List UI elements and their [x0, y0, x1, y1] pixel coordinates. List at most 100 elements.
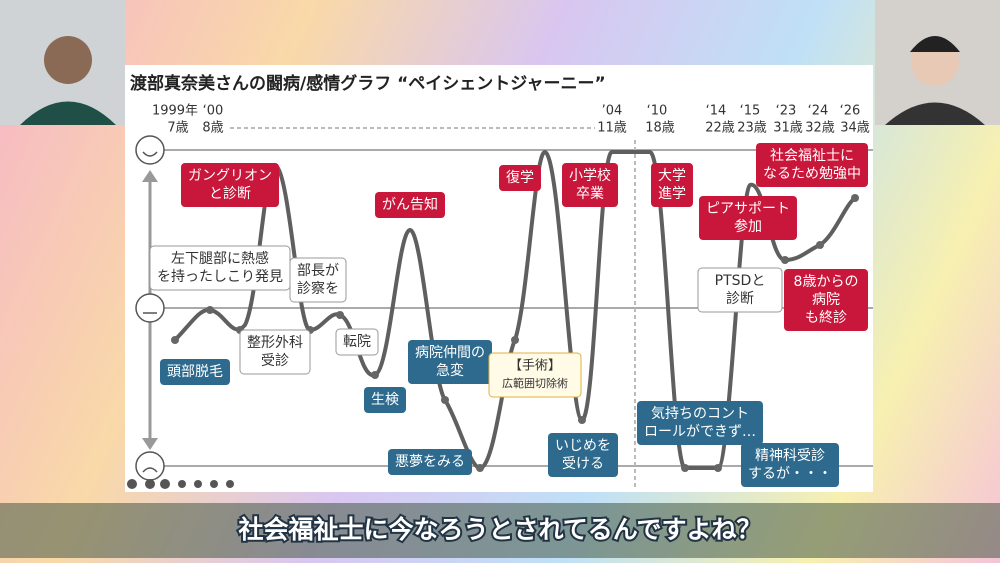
callout-text: 診察を	[297, 280, 339, 297]
callout-text: ロールができず…	[644, 424, 756, 440]
year-label: 1999年	[152, 104, 198, 119]
face-mouths	[142, 151, 158, 473]
age-label: 18歳	[645, 121, 675, 136]
callout-text: PTSDと	[715, 273, 766, 289]
event-callout: 悪夢をみる	[388, 449, 472, 475]
callout-text: 急変	[436, 362, 464, 379]
callout-box	[562, 163, 618, 207]
participant-head	[44, 36, 92, 84]
caption-band	[0, 503, 1000, 558]
callout-text: 気持ちのコント	[651, 406, 749, 422]
callout-text: 【手術】	[509, 359, 561, 374]
age-label: 8歳	[202, 121, 223, 136]
callout-text: 8歳からの	[794, 274, 859, 290]
callout-text: 病院仲間の	[415, 345, 485, 361]
callout-box	[784, 269, 868, 331]
callout-box	[408, 340, 492, 384]
callout-box	[160, 359, 230, 385]
participant-body	[20, 101, 116, 125]
age-label: 22歳	[705, 121, 735, 136]
callout-box	[756, 143, 868, 187]
year-label: ‘24	[808, 104, 829, 119]
year-label: ‘23	[776, 104, 797, 119]
callout-box	[375, 192, 445, 218]
event-callout: 【手術】広範囲切除術	[488, 352, 582, 398]
event-callout: 頭部脱毛	[160, 359, 230, 385]
callout-box	[499, 165, 541, 191]
event-callout: がん告知	[375, 192, 445, 218]
callout-box	[651, 163, 693, 207]
callout-text: 大学	[658, 168, 686, 184]
participant-cap	[910, 36, 960, 52]
callout-text: がん告知	[382, 196, 438, 213]
faces	[135, 135, 165, 481]
callout-text: を持ったしこり発見	[157, 269, 283, 285]
caption: 社会福祉士に今なろうとされてるんですよね？	[238, 515, 761, 544]
callout-box	[697, 267, 783, 313]
callout-box	[181, 163, 279, 207]
callout-text: 病院	[812, 292, 840, 308]
event-callout: 生検	[364, 387, 406, 413]
callout-text: 卒業	[576, 186, 604, 202]
year-label: ’04	[602, 104, 623, 119]
callout-text: 復学	[506, 169, 534, 186]
event-callout: 復学	[499, 165, 541, 191]
callout-text: 社会福祉士に	[770, 148, 854, 164]
age-label: 34歳	[840, 121, 870, 136]
callout-text: ピアサポート	[706, 201, 790, 217]
event-callout: 転院	[335, 328, 379, 356]
participant-body	[885, 102, 985, 125]
callout-text: 生検	[371, 392, 399, 408]
callout-text: いじめを	[555, 438, 611, 454]
callout-text: 頭部脱毛	[167, 364, 223, 380]
callout-box	[364, 387, 406, 413]
year-label: ‘14	[706, 104, 727, 119]
callout-text: 左下腿部に熱感	[171, 250, 269, 267]
callout-box	[388, 449, 472, 475]
callout-text: 進学	[658, 186, 686, 202]
callout-box	[637, 401, 763, 445]
age-label: 23歳	[737, 121, 767, 136]
callout-box	[335, 328, 379, 356]
event-callout: 気持ちのコントロールができず…	[637, 401, 763, 445]
slide-title: 渡部真奈美さんの闘病/感情グラフ “ペイシェントジャーニー”	[130, 73, 606, 94]
callout-text: と診断	[209, 186, 251, 202]
callout-text: 受診	[261, 353, 289, 369]
callout-text: も終診	[805, 310, 847, 326]
age-label: 7歳	[167, 121, 188, 136]
callout-box	[488, 352, 582, 398]
callout-text: 受ける	[562, 456, 604, 472]
callout-text: 整形外科	[247, 335, 303, 351]
callout-text: するが・・・	[748, 466, 832, 482]
callout-text: なるため勉強中	[763, 166, 861, 182]
toolbar	[127, 479, 234, 489]
callout-text: 精神科受診	[755, 448, 825, 464]
year-label: ‘15	[740, 104, 761, 119]
callout-text: 診断	[726, 291, 754, 307]
callout-box	[239, 329, 311, 375]
callout-text: 部長が	[297, 263, 339, 279]
year-label: ‘00	[203, 104, 224, 119]
callout-box	[699, 196, 797, 240]
age-label: 31歳	[773, 121, 803, 136]
age-label: 32歳	[805, 121, 835, 136]
year-label: ‘26	[840, 104, 861, 119]
callout-text: 小学校	[569, 167, 611, 184]
year-label: ‘10	[647, 104, 668, 119]
callout-box	[289, 257, 347, 303]
callout-text: 参加	[734, 218, 762, 235]
callout-text: 悪夢をみる	[395, 454, 465, 470]
callout-text: 転院	[343, 334, 371, 350]
